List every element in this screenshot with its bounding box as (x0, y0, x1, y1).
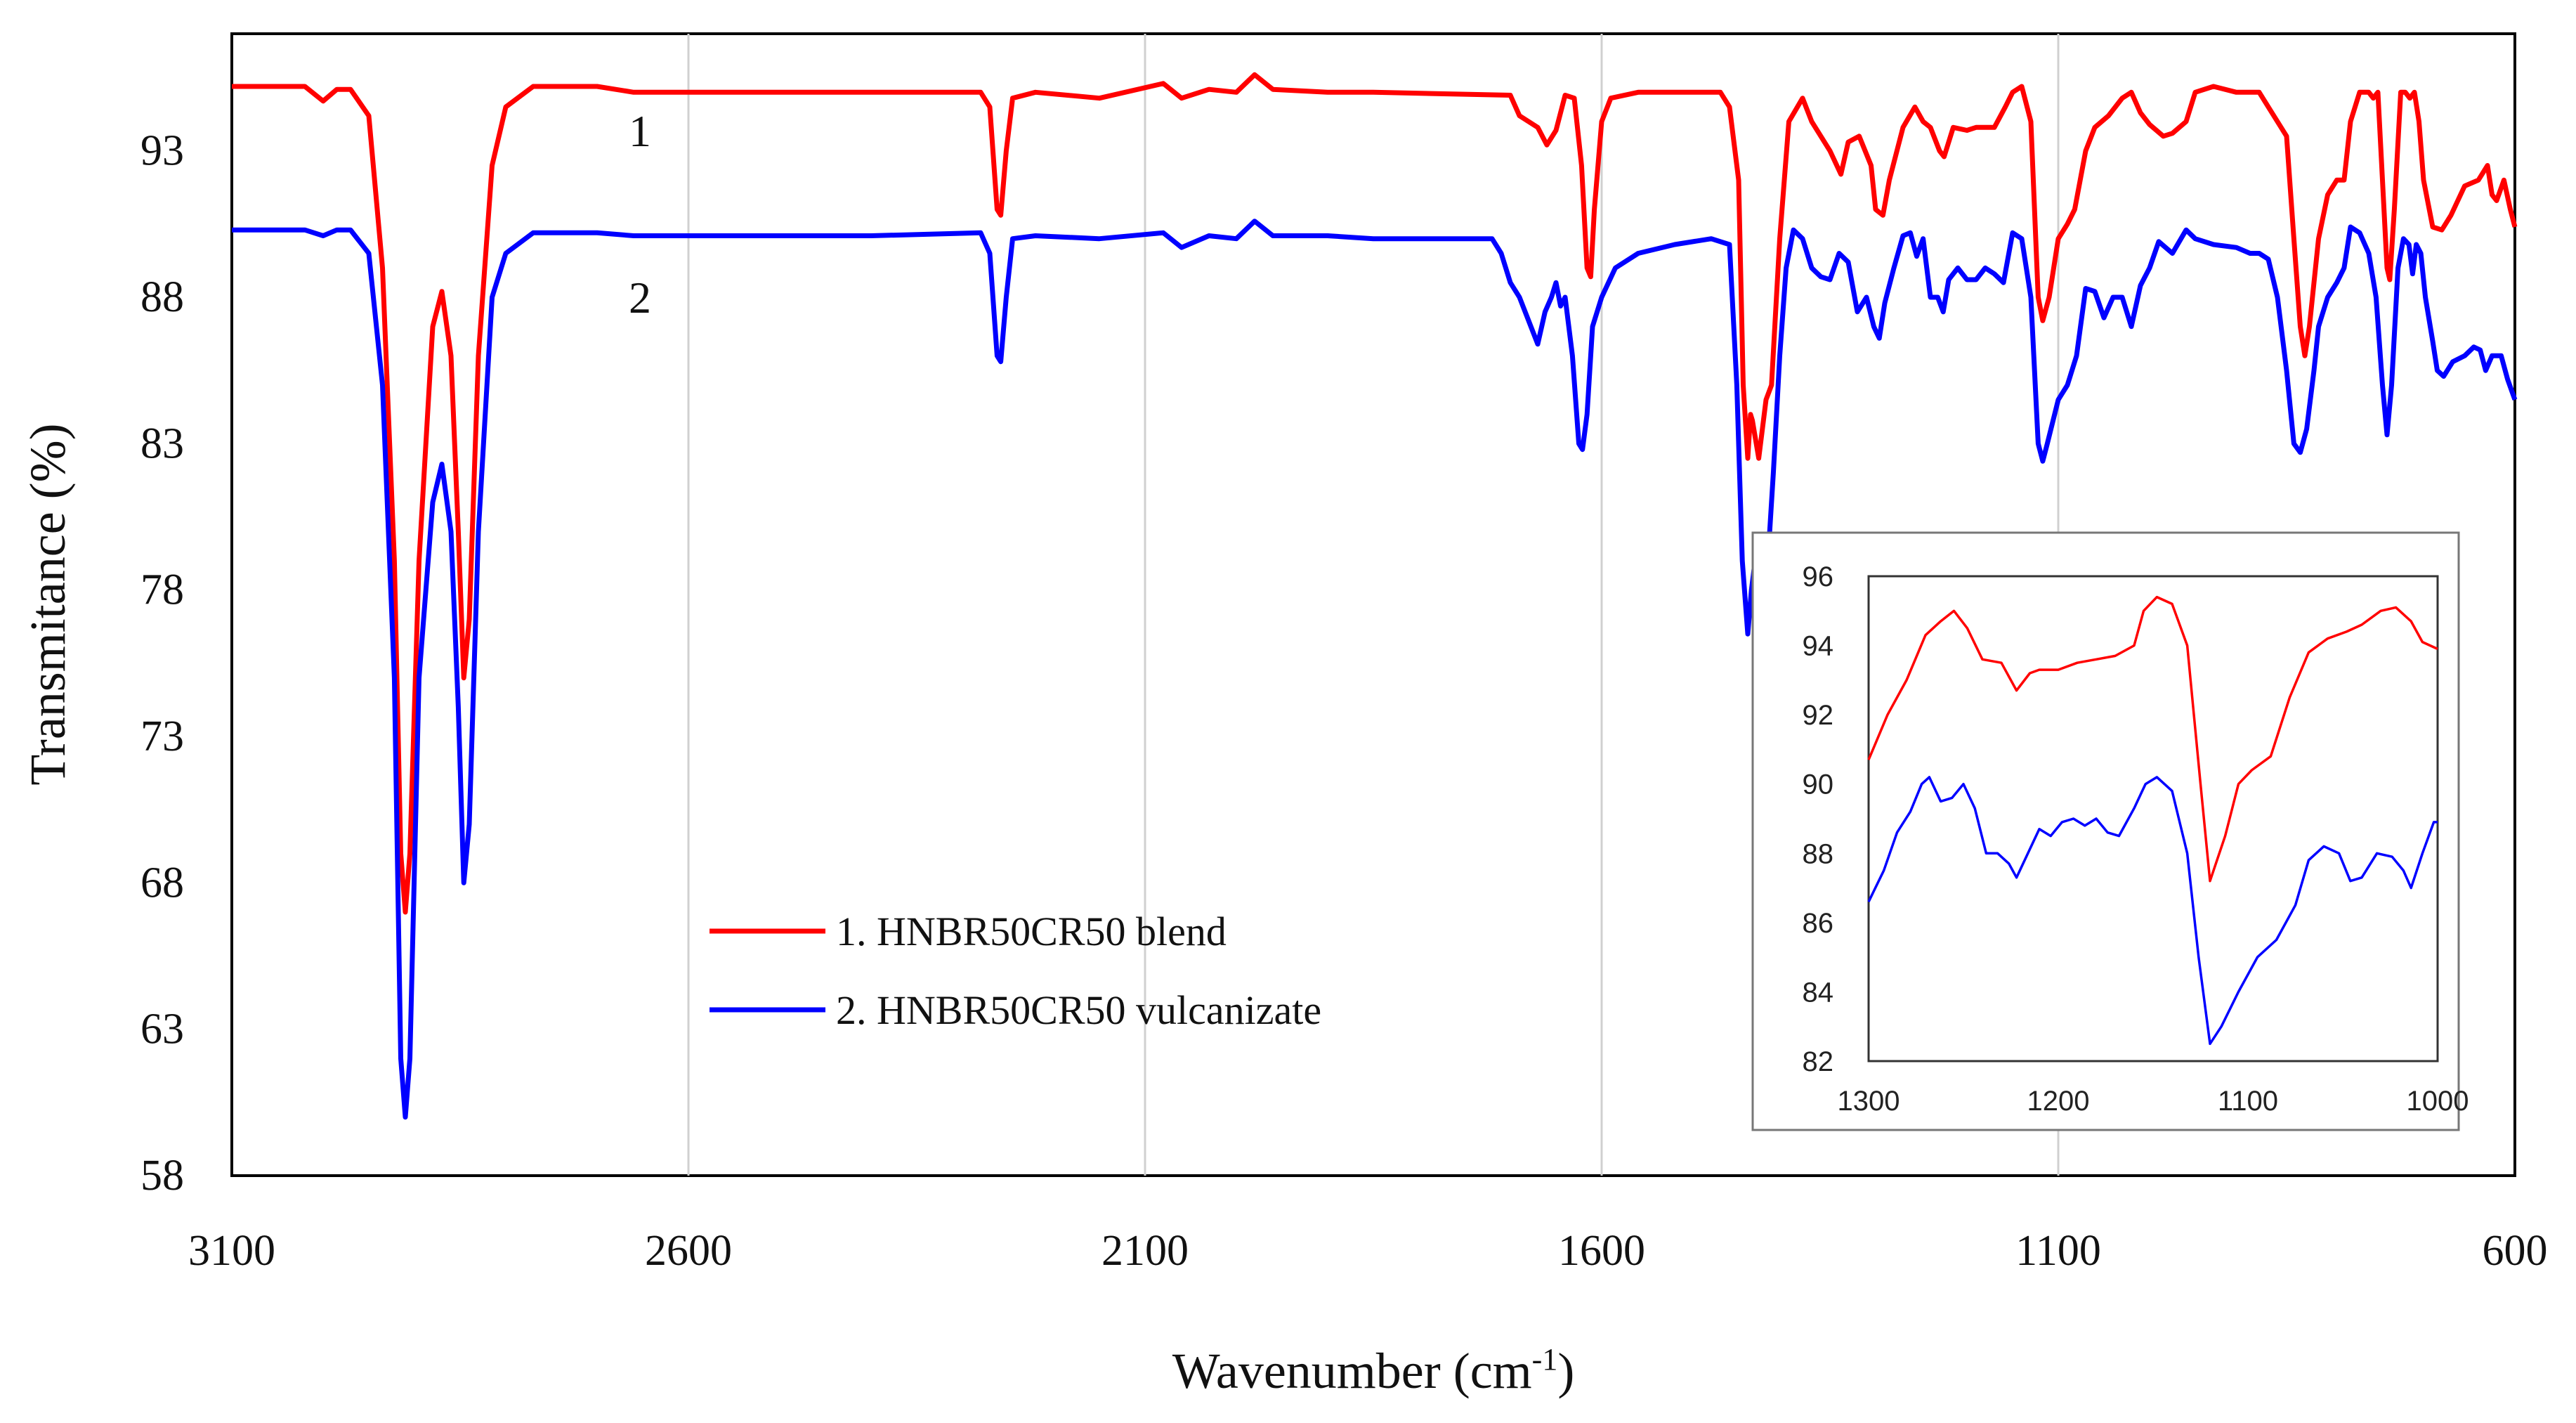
main-x-tick-label: 600 (2483, 1227, 2548, 1275)
series-line-blend (232, 72, 2518, 915)
inset-y-tick-label: 90 (1803, 769, 1834, 800)
legend-label-vulcanizate: 2. HNBR50CR50 vulcanizate (836, 987, 1321, 1033)
main-x-tick-label: 2100 (1101, 1227, 1189, 1275)
series-line-vulcanizate (232, 219, 2518, 1120)
inset-plot-frame (1867, 575, 2439, 1063)
inset-y-tick-label: 86 (1803, 908, 1834, 939)
inset-series-line-blend (1867, 595, 2438, 883)
y-axis-title: Transmitance (%) (20, 423, 76, 785)
inset-y-tick-label: 92 (1803, 700, 1834, 731)
inset-y-tick-label: 88 (1803, 838, 1834, 869)
x-axis-title-main: Wavenumber (cm (1172, 1343, 1532, 1399)
main-y-tick-labels: 58 63 68 73 78 83 88 93 (140, 127, 184, 1200)
inset-x-tick-label: 1100 (2218, 1086, 2278, 1117)
inset-x-tick-label: 1000 (2407, 1086, 2469, 1117)
main-y-tick-label: 78 (140, 566, 184, 614)
inset-x-tick-label: 1300 (1838, 1086, 1900, 1117)
inset-y-tick-label: 84 (1803, 977, 1834, 1008)
main-x-tick-label: 3100 (188, 1227, 275, 1275)
inset-x-tick-label: 1200 (2027, 1086, 2090, 1117)
main-x-tick-label: 1100 (2015, 1227, 2101, 1275)
curve-label-2: 2 (629, 273, 651, 323)
main-series-group (232, 72, 2518, 1120)
x-axis-title-superscript: -1 (1532, 1342, 1558, 1377)
inset-y-tick-label: 82 (1803, 1046, 1834, 1077)
x-axis-title-close: ) (1557, 1343, 1574, 1399)
main-x-tick-label: 2600 (645, 1227, 732, 1275)
main-y-tick-label: 73 (140, 713, 184, 760)
main-x-tick-label: 1600 (1558, 1227, 1645, 1275)
curve-label-1: 1 (629, 106, 651, 156)
inset-y-tick-label: 96 (1803, 561, 1834, 592)
inset-y-tick-labels: 82 84 86 88 90 92 94 96 (1803, 561, 1834, 1077)
main-y-tick-label: 93 (140, 127, 184, 175)
main-y-tick-label: 83 (140, 420, 184, 467)
main-y-tick-label: 63 (140, 1006, 184, 1053)
inset-series-group (1867, 595, 2438, 1046)
inset-chart: 1300 1200 1100 1000 82 84 86 88 90 92 94 96 (1751, 531, 2469, 1131)
main-y-tick-label: 68 (140, 859, 184, 907)
main-x-tick-labels: 3100 2600 2100 1600 1100 600 (188, 1227, 2548, 1275)
inset-x-tick-labels: 1300 1200 1100 1000 (1838, 1086, 2469, 1117)
legend: 1. HNBR50CR50 blend 2. HNBR50CR50 vulcan… (710, 909, 1321, 1033)
main-y-tick-label: 58 (140, 1152, 184, 1200)
legend-label-blend: 1. HNBR50CR50 blend (836, 909, 1227, 954)
main-plot-frame (230, 32, 2516, 1177)
main-y-tick-label: 88 (140, 273, 184, 321)
inset-y-tick-label: 94 (1803, 631, 1834, 662)
inset-series-line-vulcanizate (1867, 776, 2438, 1046)
x-axis-title: Wavenumber (cm-1) (1172, 1342, 1575, 1399)
